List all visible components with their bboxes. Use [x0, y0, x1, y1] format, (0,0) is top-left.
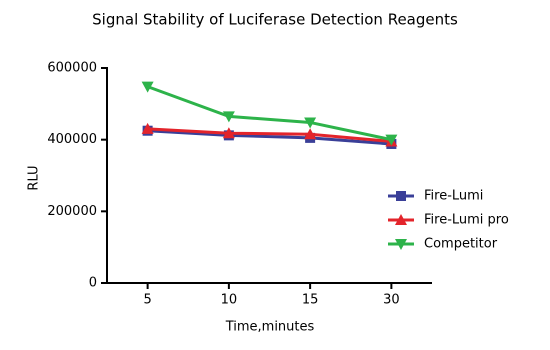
series-line [147, 85, 392, 142]
marker [141, 81, 154, 93]
legend-label: Fire-Lumi [424, 189, 483, 204]
marker [396, 191, 406, 201]
y-tick-label: 0 [89, 276, 97, 291]
x-tick-label: 10 [221, 293, 238, 308]
marker [222, 127, 235, 139]
x-axis-label: Time,minutes [225, 320, 315, 335]
legend-label: Fire-Lumi pro [424, 213, 509, 228]
marker [222, 111, 235, 123]
marker [395, 239, 407, 250]
series-line [147, 129, 392, 146]
y-tick-label: 200000 [47, 204, 97, 219]
x-tick-label: 30 [383, 293, 400, 308]
marker [304, 117, 317, 129]
x-tick-label: 15 [302, 293, 319, 308]
x-tick-label: 5 [143, 293, 151, 308]
y-axis-label: RLU [27, 165, 42, 190]
marker [395, 214, 407, 225]
series-line [147, 127, 392, 143]
marker [141, 122, 154, 134]
chart-title: Signal Stability of Luciferase Detection… [92, 11, 458, 29]
marker [304, 128, 317, 140]
y-tick-label: 400000 [47, 132, 97, 147]
y-tick-label: 600000 [47, 61, 97, 76]
legend-label: Competitor [424, 237, 498, 252]
marker [385, 134, 398, 146]
